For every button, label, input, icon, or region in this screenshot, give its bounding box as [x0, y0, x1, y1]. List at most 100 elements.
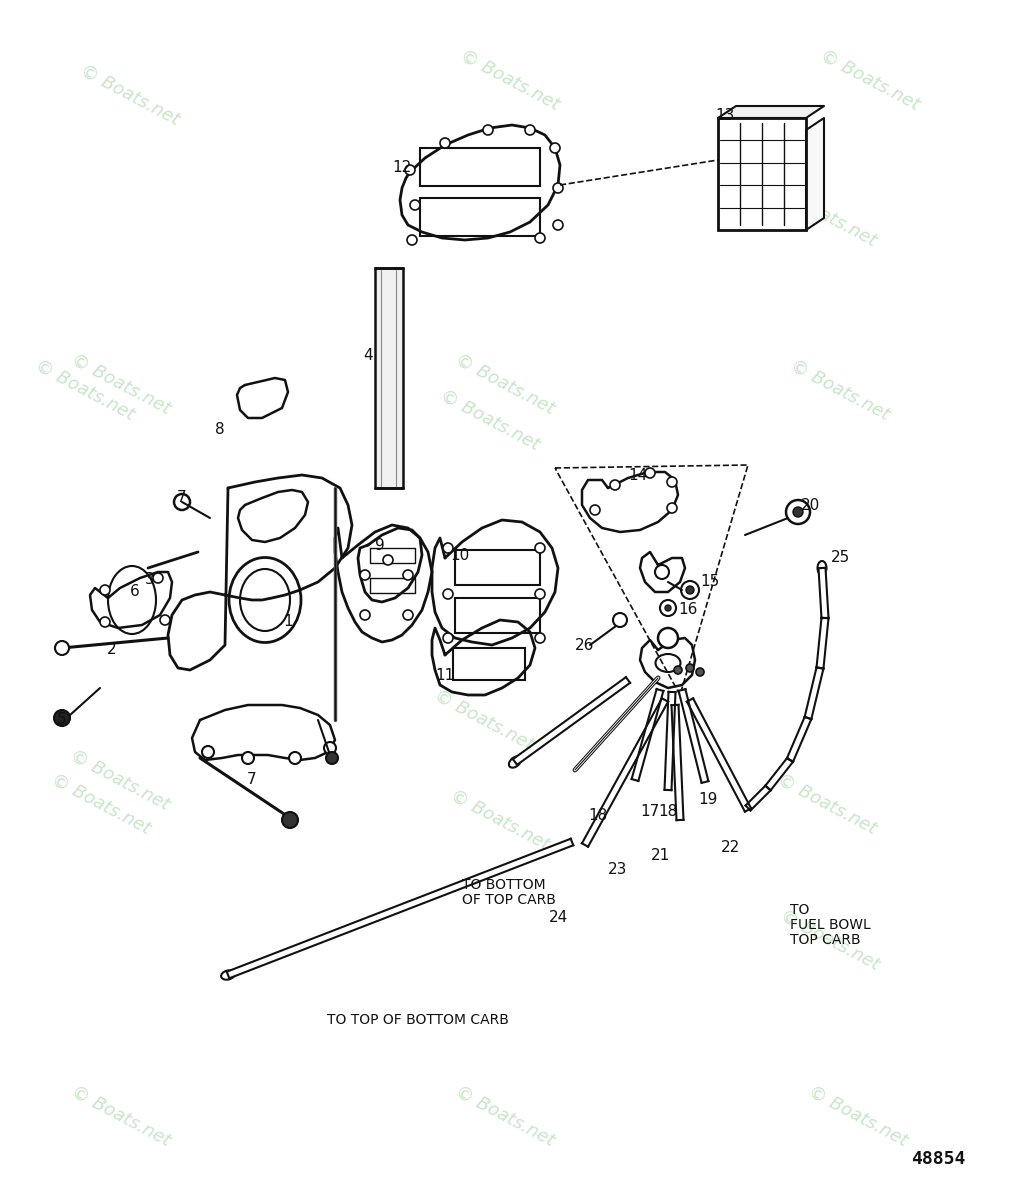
Text: 48854: 48854: [911, 1150, 965, 1168]
Circle shape: [610, 480, 620, 490]
Text: © Boats.net: © Boats.net: [68, 746, 173, 814]
Circle shape: [54, 710, 70, 726]
Circle shape: [553, 220, 563, 230]
Polygon shape: [227, 839, 573, 978]
Text: © Boats.net: © Boats.net: [452, 1082, 557, 1150]
Circle shape: [360, 610, 370, 620]
Polygon shape: [746, 786, 771, 810]
Circle shape: [550, 143, 560, 152]
Text: 26: 26: [575, 637, 594, 653]
Text: 23: 23: [608, 863, 628, 877]
Polygon shape: [818, 568, 828, 618]
Text: 24: 24: [548, 911, 568, 925]
Polygon shape: [432, 520, 558, 646]
Circle shape: [410, 200, 420, 210]
Text: 6: 6: [130, 584, 140, 600]
Polygon shape: [400, 125, 560, 240]
Text: © Boats.net: © Boats.net: [437, 386, 543, 454]
Circle shape: [443, 542, 453, 553]
Polygon shape: [90, 572, 172, 628]
Text: © Boats.net: © Boats.net: [777, 906, 883, 973]
Circle shape: [55, 641, 69, 655]
Text: 17: 17: [641, 804, 660, 820]
Text: © Boats.net: © Boats.net: [69, 350, 174, 418]
Polygon shape: [672, 704, 683, 820]
Circle shape: [405, 164, 415, 175]
Circle shape: [665, 605, 671, 611]
Text: 20: 20: [800, 498, 819, 512]
Text: © Boats.net: © Boats.net: [32, 356, 137, 424]
Circle shape: [590, 505, 600, 515]
Text: © Boats.net: © Boats.net: [78, 61, 183, 128]
Circle shape: [440, 138, 450, 148]
Text: 8: 8: [215, 422, 225, 438]
Polygon shape: [582, 698, 668, 847]
Polygon shape: [169, 475, 352, 670]
Text: © Boats.net: © Boats.net: [817, 47, 922, 114]
Circle shape: [696, 668, 704, 676]
Circle shape: [407, 235, 417, 245]
Text: 13: 13: [715, 108, 735, 122]
Text: 4: 4: [363, 348, 372, 362]
Circle shape: [660, 600, 676, 616]
Circle shape: [443, 634, 453, 643]
Text: 18: 18: [588, 808, 607, 822]
Circle shape: [100, 617, 110, 626]
Text: 19: 19: [698, 792, 717, 808]
Polygon shape: [432, 620, 535, 695]
Text: OF TOP CARB: OF TOP CARB: [462, 893, 556, 907]
Ellipse shape: [509, 756, 521, 768]
Ellipse shape: [817, 560, 826, 575]
Circle shape: [202, 746, 214, 758]
Text: TO BOTTOM: TO BOTTOM: [462, 878, 546, 892]
Circle shape: [383, 554, 393, 565]
Text: © Boats.net: © Boats.net: [457, 47, 563, 114]
Circle shape: [553, 182, 563, 193]
Text: © Boats.net: © Boats.net: [69, 1082, 174, 1150]
Polygon shape: [718, 106, 824, 118]
Text: 25: 25: [830, 551, 850, 565]
Text: © Boats.net: © Boats.net: [48, 770, 153, 838]
Text: 2: 2: [107, 642, 117, 658]
Text: 15: 15: [700, 575, 719, 589]
Text: 16: 16: [678, 602, 697, 618]
Circle shape: [100, 584, 110, 595]
Circle shape: [160, 614, 170, 625]
Bar: [420, 198, 540, 236]
Circle shape: [535, 233, 545, 242]
Bar: [455, 550, 540, 584]
Text: © Boats.net: © Boats.net: [775, 770, 880, 838]
Polygon shape: [370, 548, 415, 563]
Circle shape: [282, 812, 298, 828]
Circle shape: [326, 752, 338, 764]
Circle shape: [535, 589, 545, 599]
Polygon shape: [370, 578, 415, 593]
Polygon shape: [237, 378, 288, 418]
Circle shape: [174, 494, 190, 510]
Text: 12: 12: [393, 161, 412, 175]
Circle shape: [242, 752, 254, 764]
Polygon shape: [816, 618, 828, 668]
Circle shape: [674, 666, 682, 674]
Polygon shape: [679, 689, 708, 782]
Circle shape: [667, 503, 677, 514]
Text: 14: 14: [629, 468, 648, 482]
Bar: [718, 118, 806, 230]
Ellipse shape: [221, 971, 235, 979]
Circle shape: [686, 664, 694, 672]
Bar: [420, 148, 540, 186]
Polygon shape: [335, 526, 432, 642]
Circle shape: [613, 613, 627, 626]
Circle shape: [793, 506, 803, 517]
Polygon shape: [765, 758, 793, 790]
Circle shape: [645, 468, 655, 478]
Polygon shape: [632, 689, 663, 781]
Circle shape: [443, 589, 453, 599]
Text: 7: 7: [178, 491, 187, 505]
Circle shape: [667, 476, 677, 487]
Text: © Boats.net: © Boats.net: [787, 356, 893, 424]
Polygon shape: [787, 716, 811, 761]
Text: © Boats.net: © Boats.net: [805, 1082, 910, 1150]
Circle shape: [324, 742, 336, 754]
Polygon shape: [665, 692, 675, 790]
